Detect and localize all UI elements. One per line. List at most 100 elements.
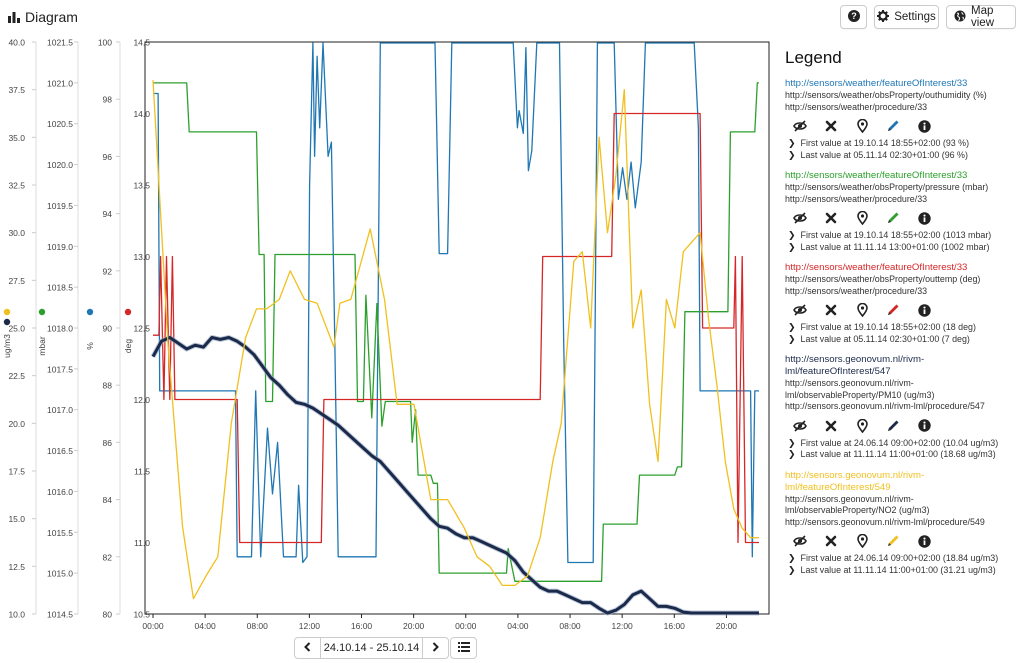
location-pin-icon[interactable] [855, 119, 869, 133]
location-pin-icon[interactable] [855, 534, 869, 548]
series-line[interactable] [151, 336, 759, 615]
feature-of-interest-link[interactable]: http://sensors/weather/featureOfInterest… [785, 262, 968, 273]
y-tick-label: 25.0 [8, 324, 25, 334]
entry-actions [793, 208, 1021, 228]
feature-of-interest-link[interactable]: http://sensors/weather/featureOfInterest… [785, 170, 968, 181]
last-value[interactable]: ❯ Last value at 11.11.14 11:00+01:00 (31.… [788, 565, 1021, 577]
hide-icon[interactable] [793, 119, 807, 133]
app-title-text: Diagram [25, 9, 78, 25]
list-view-button[interactable] [450, 637, 477, 659]
last-value[interactable]: ❯ Last value at 11.11.14 13:00+01:00 (100… [788, 242, 1021, 254]
first-value[interactable]: ❯ First value at 24.06.14 09:00+02:00 (18… [788, 553, 1021, 565]
chevron-right-icon: ❯ [788, 333, 796, 344]
style-pencil-icon[interactable] [886, 211, 900, 225]
time-range-label: 24.10.14 - 25.10.14 [323, 642, 420, 654]
chart[interactable]: 10.0 12.5 15.0 17.5 20.0 22.5 25.0 27.5 30.0 32.5… [0, 0, 770, 640]
remove-icon[interactable] [824, 419, 838, 433]
time-range-button[interactable]: 24.10.14 - 25.10.14 [321, 637, 422, 659]
y-tick-label: 1017.0 [47, 405, 73, 415]
bar-chart-icon [8, 11, 20, 23]
x-tick-label: 20:00 [403, 621, 425, 631]
info-icon[interactable] [917, 419, 931, 433]
series-line[interactable] [153, 82, 759, 582]
info-icon[interactable] [917, 534, 931, 548]
y-tick-label: 1020.0 [47, 160, 73, 170]
last-value[interactable]: ❯ Last value at 11.11.14 11:00+01:00 (18.… [788, 449, 1021, 461]
y-tick-label: 27.5 [8, 276, 25, 286]
last-value[interactable]: ❯ Last value at 05.11.14 02:30+01:00 (7 d… [788, 334, 1021, 346]
entry-actions [793, 300, 1021, 320]
chevron-right-icon: ❯ [788, 564, 796, 575]
location-pin-icon[interactable] [855, 211, 869, 225]
y-tick-label: 1019.5 [47, 201, 73, 211]
style-pencil-icon[interactable] [886, 534, 900, 548]
series-line[interactable] [152, 80, 759, 600]
last-value[interactable]: ❯ Last value at 05.11.14 02:30+01:00 (96 … [788, 150, 1021, 162]
info-icon[interactable] [917, 303, 931, 317]
chevron-right-icon: ❯ [788, 437, 796, 448]
feature-of-interest-link[interactable]: http://sensors/weather/featureOfInterest… [785, 78, 968, 89]
procedure: http://sensors/weather/procedure/33 [785, 101, 928, 112]
chevron-right-icon: ❯ [788, 449, 796, 459]
y-tick-label: 1016.5 [47, 446, 73, 456]
y-tick-label: 14.0 [133, 109, 150, 119]
location-pin-icon[interactable] [855, 418, 869, 433]
hide-icon[interactable] [793, 534, 807, 548]
remove-icon[interactable] [824, 534, 838, 548]
style-pencil-icon[interactable] [886, 419, 900, 433]
first-value[interactable]: ❯ First value at 24.06.14 09:00+02:00 (10… [788, 438, 1021, 450]
info-icon[interactable] [917, 211, 931, 225]
next-period-button[interactable] [422, 637, 449, 659]
y-tick-label: 84 [103, 495, 113, 505]
axis-color-dot [38, 308, 46, 316]
remove-icon[interactable] [824, 303, 838, 317]
y-tick-label: 13.0 [133, 252, 150, 262]
first-value-text: First value at 24.06.14 09:00+02:00 (18.… [800, 553, 999, 563]
hide-icon[interactable] [793, 211, 807, 225]
info-icon[interactable] [917, 119, 931, 133]
legend-entry: http://sensors/weather/featureOfInterest… [785, 170, 1021, 253]
map-view-label: Map view [971, 5, 995, 29]
last-value-text: Last value at 11.11.14 11:00+01:00 (18.6… [800, 449, 996, 459]
entry-actions [793, 531, 1021, 551]
x-tick-label: 08:00 [247, 621, 269, 631]
style-pencil-icon[interactable] [886, 119, 900, 133]
location-pin-icon[interactable] [855, 303, 869, 317]
y-tick-label: 100 [98, 38, 112, 48]
remove-icon[interactable] [824, 211, 838, 225]
feature-of-interest-link[interactable]: http://sensors.geonovum.nl/rivm-lml/feat… [785, 354, 925, 377]
previous-period-button[interactable] [294, 637, 321, 659]
series-line[interactable] [153, 42, 759, 564]
chevron-right-icon: ❯ [788, 241, 796, 252]
help-button[interactable]: ? [840, 5, 867, 29]
svg-text:?: ? [851, 11, 857, 21]
y-tick-label: 11.0 [134, 538, 150, 548]
style-pencil-icon[interactable] [886, 303, 900, 317]
globe-icon [954, 10, 966, 25]
y-tick-label: 1016.0 [47, 487, 73, 497]
feature-of-interest-link[interactable]: http://sensors.geonovum.nl/rivm-lml/feat… [785, 469, 925, 493]
first-value[interactable]: ❯ First value at 19.10.14 18:55+02:00 (18… [788, 322, 1021, 334]
y-tick-label: 1017.5 [47, 364, 73, 374]
x-tick-label: 00:00 [142, 621, 164, 631]
first-value-text: First value at 24.06.14 09:00+02:00 (10.… [800, 437, 999, 448]
hide-icon[interactable] [793, 419, 807, 433]
y-tick-label: 40.0 [8, 38, 25, 48]
y-tick-label: 20.0 [8, 419, 25, 429]
observed-property: http://sensors/weather/obsProperty/outte… [785, 274, 981, 284]
map-view-button[interactable]: Map view [946, 5, 1016, 29]
y-tick-label: 80 [103, 610, 113, 620]
y-tick-label: 88 [103, 381, 113, 391]
remove-icon[interactable] [824, 119, 838, 133]
legend-entry: http://sensors/weather/featureOfInterest… [785, 262, 1021, 345]
hide-icon[interactable] [793, 303, 807, 317]
series-line[interactable] [153, 112, 759, 544]
y-tick-label: 17.5 [8, 467, 25, 477]
y-tick-label: 32.5 [8, 181, 25, 191]
first-value[interactable]: ❯ First value at 19.10.14 18:55+02:00 (10… [788, 230, 1021, 242]
first-value[interactable]: ❯ First value at 19.10.14 18:55+02:00 (93… [788, 138, 1021, 150]
y-tick-label: 30.0 [8, 228, 25, 238]
x-tick-label: 04:00 [507, 621, 529, 631]
settings-button[interactable]: Settings [874, 5, 939, 29]
entry-actions [793, 416, 1021, 436]
